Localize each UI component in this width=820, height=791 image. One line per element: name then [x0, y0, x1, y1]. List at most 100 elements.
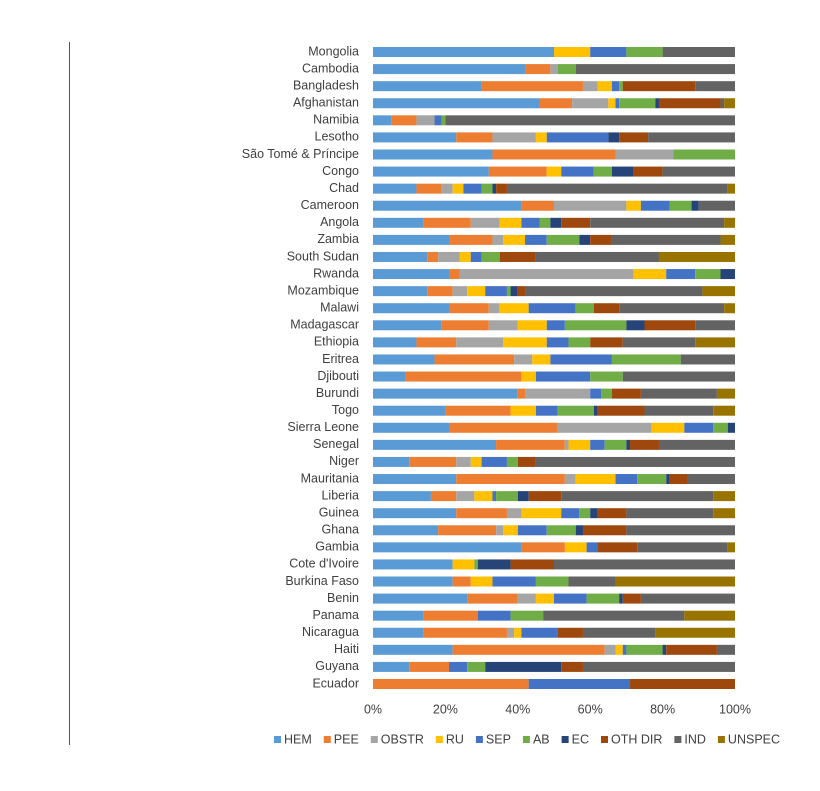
y-tick-label: Guinea — [319, 505, 359, 519]
bar-segment — [698, 200, 735, 211]
bar-segment — [506, 183, 728, 194]
bar-segment — [561, 508, 580, 519]
bar-segment — [582, 661, 735, 672]
bar-segment — [695, 320, 735, 331]
bar-segment — [720, 269, 735, 280]
bar-segment — [517, 320, 547, 331]
bar-segment — [626, 508, 714, 519]
bar-segment — [445, 115, 735, 126]
legend-label: SEP — [486, 732, 511, 746]
bar-segment — [470, 217, 500, 228]
y-tick-label: Benin — [327, 591, 359, 605]
bar-segment — [452, 286, 468, 297]
bar-segment — [456, 337, 504, 348]
bar-segment — [499, 217, 522, 228]
bar-segment — [503, 337, 547, 348]
bar-segment — [724, 303, 735, 314]
bar-segment — [550, 217, 562, 228]
bar-segment — [373, 542, 522, 553]
bar-segment — [619, 303, 725, 314]
bar-segment — [611, 388, 641, 399]
bar-segment — [445, 405, 511, 416]
bar-segment — [619, 593, 623, 604]
bar-segment — [373, 98, 540, 109]
bar-segment — [459, 269, 634, 280]
bar-segment — [546, 320, 565, 331]
legend-swatch — [561, 736, 569, 743]
bar-segment — [521, 508, 562, 519]
y-tick-label: Djibouti — [317, 369, 359, 383]
bar-segment — [492, 183, 497, 194]
bar-segment — [626, 525, 735, 536]
y-tick-label: Ecuador — [312, 676, 359, 690]
bar-segment — [525, 388, 591, 399]
bar-segment — [427, 251, 439, 262]
bar-segment — [535, 593, 554, 604]
bar-segment — [655, 627, 735, 638]
y-tick-label: Mauritania — [301, 471, 359, 485]
bar-segment — [517, 593, 536, 604]
bar-segment — [373, 251, 428, 262]
bar-segment — [517, 388, 526, 399]
bar-segment — [626, 47, 663, 57]
bar-segment — [590, 337, 623, 348]
bar-segment — [557, 627, 583, 638]
bar-segment — [467, 661, 486, 672]
bar-segment — [525, 286, 703, 297]
bar-segment — [582, 525, 627, 536]
bar-segment — [535, 576, 569, 587]
bar-segment — [485, 661, 562, 672]
bar-segment — [575, 474, 616, 485]
x-tick-label: 20% — [433, 702, 458, 716]
y-tick-label: Burundi — [316, 386, 359, 400]
bar-segment — [373, 559, 453, 570]
bar-segment — [586, 593, 620, 604]
bar-segment — [441, 115, 446, 126]
bar-segment — [427, 286, 453, 297]
bar-segment — [611, 354, 681, 365]
bar-segment — [470, 576, 493, 587]
x-tick-label: 40% — [505, 702, 530, 716]
bar-segment — [554, 593, 587, 604]
bar-segment — [590, 217, 725, 228]
bar-segment — [373, 303, 450, 314]
bar-segment — [528, 491, 562, 502]
bar-segment — [532, 354, 551, 365]
bar-segment — [630, 679, 735, 689]
bar-segment — [597, 508, 627, 519]
y-tick-label: Sierra Leone — [287, 420, 359, 434]
bar-segment — [684, 610, 735, 621]
bar-segment — [539, 98, 573, 109]
bar-segment — [615, 149, 674, 160]
bar-segment — [521, 200, 554, 211]
y-tick-label: South Sudan — [287, 249, 359, 263]
y-tick-label: Madagascar — [290, 318, 359, 332]
bar-segment — [615, 98, 620, 109]
bar-segment — [510, 286, 518, 297]
bar-segment — [590, 439, 605, 450]
bar-segment — [561, 491, 714, 502]
bar-segment — [619, 81, 623, 92]
bar-segment — [561, 166, 594, 177]
bar-segment — [434, 354, 515, 365]
x-tick-label: 0% — [364, 702, 382, 716]
legend-label: HEM — [284, 732, 312, 746]
bar-segment — [405, 371, 522, 382]
bar-segment — [626, 200, 641, 211]
bar-segment — [648, 132, 735, 143]
bar-segment — [626, 320, 645, 331]
legend-swatch — [435, 736, 443, 743]
bar-segment — [474, 491, 493, 502]
bar-segment — [409, 456, 457, 467]
bar-segment — [579, 508, 591, 519]
bar-segment — [373, 371, 406, 382]
bar-segment — [456, 508, 507, 519]
bar-segment — [622, 81, 696, 92]
bar-segment — [373, 354, 435, 365]
bar-segment — [438, 251, 460, 262]
bar-segment — [713, 508, 735, 519]
y-tick-label: Eritrea — [322, 352, 359, 366]
bar-segment — [373, 47, 554, 57]
bar-segment — [499, 251, 536, 262]
